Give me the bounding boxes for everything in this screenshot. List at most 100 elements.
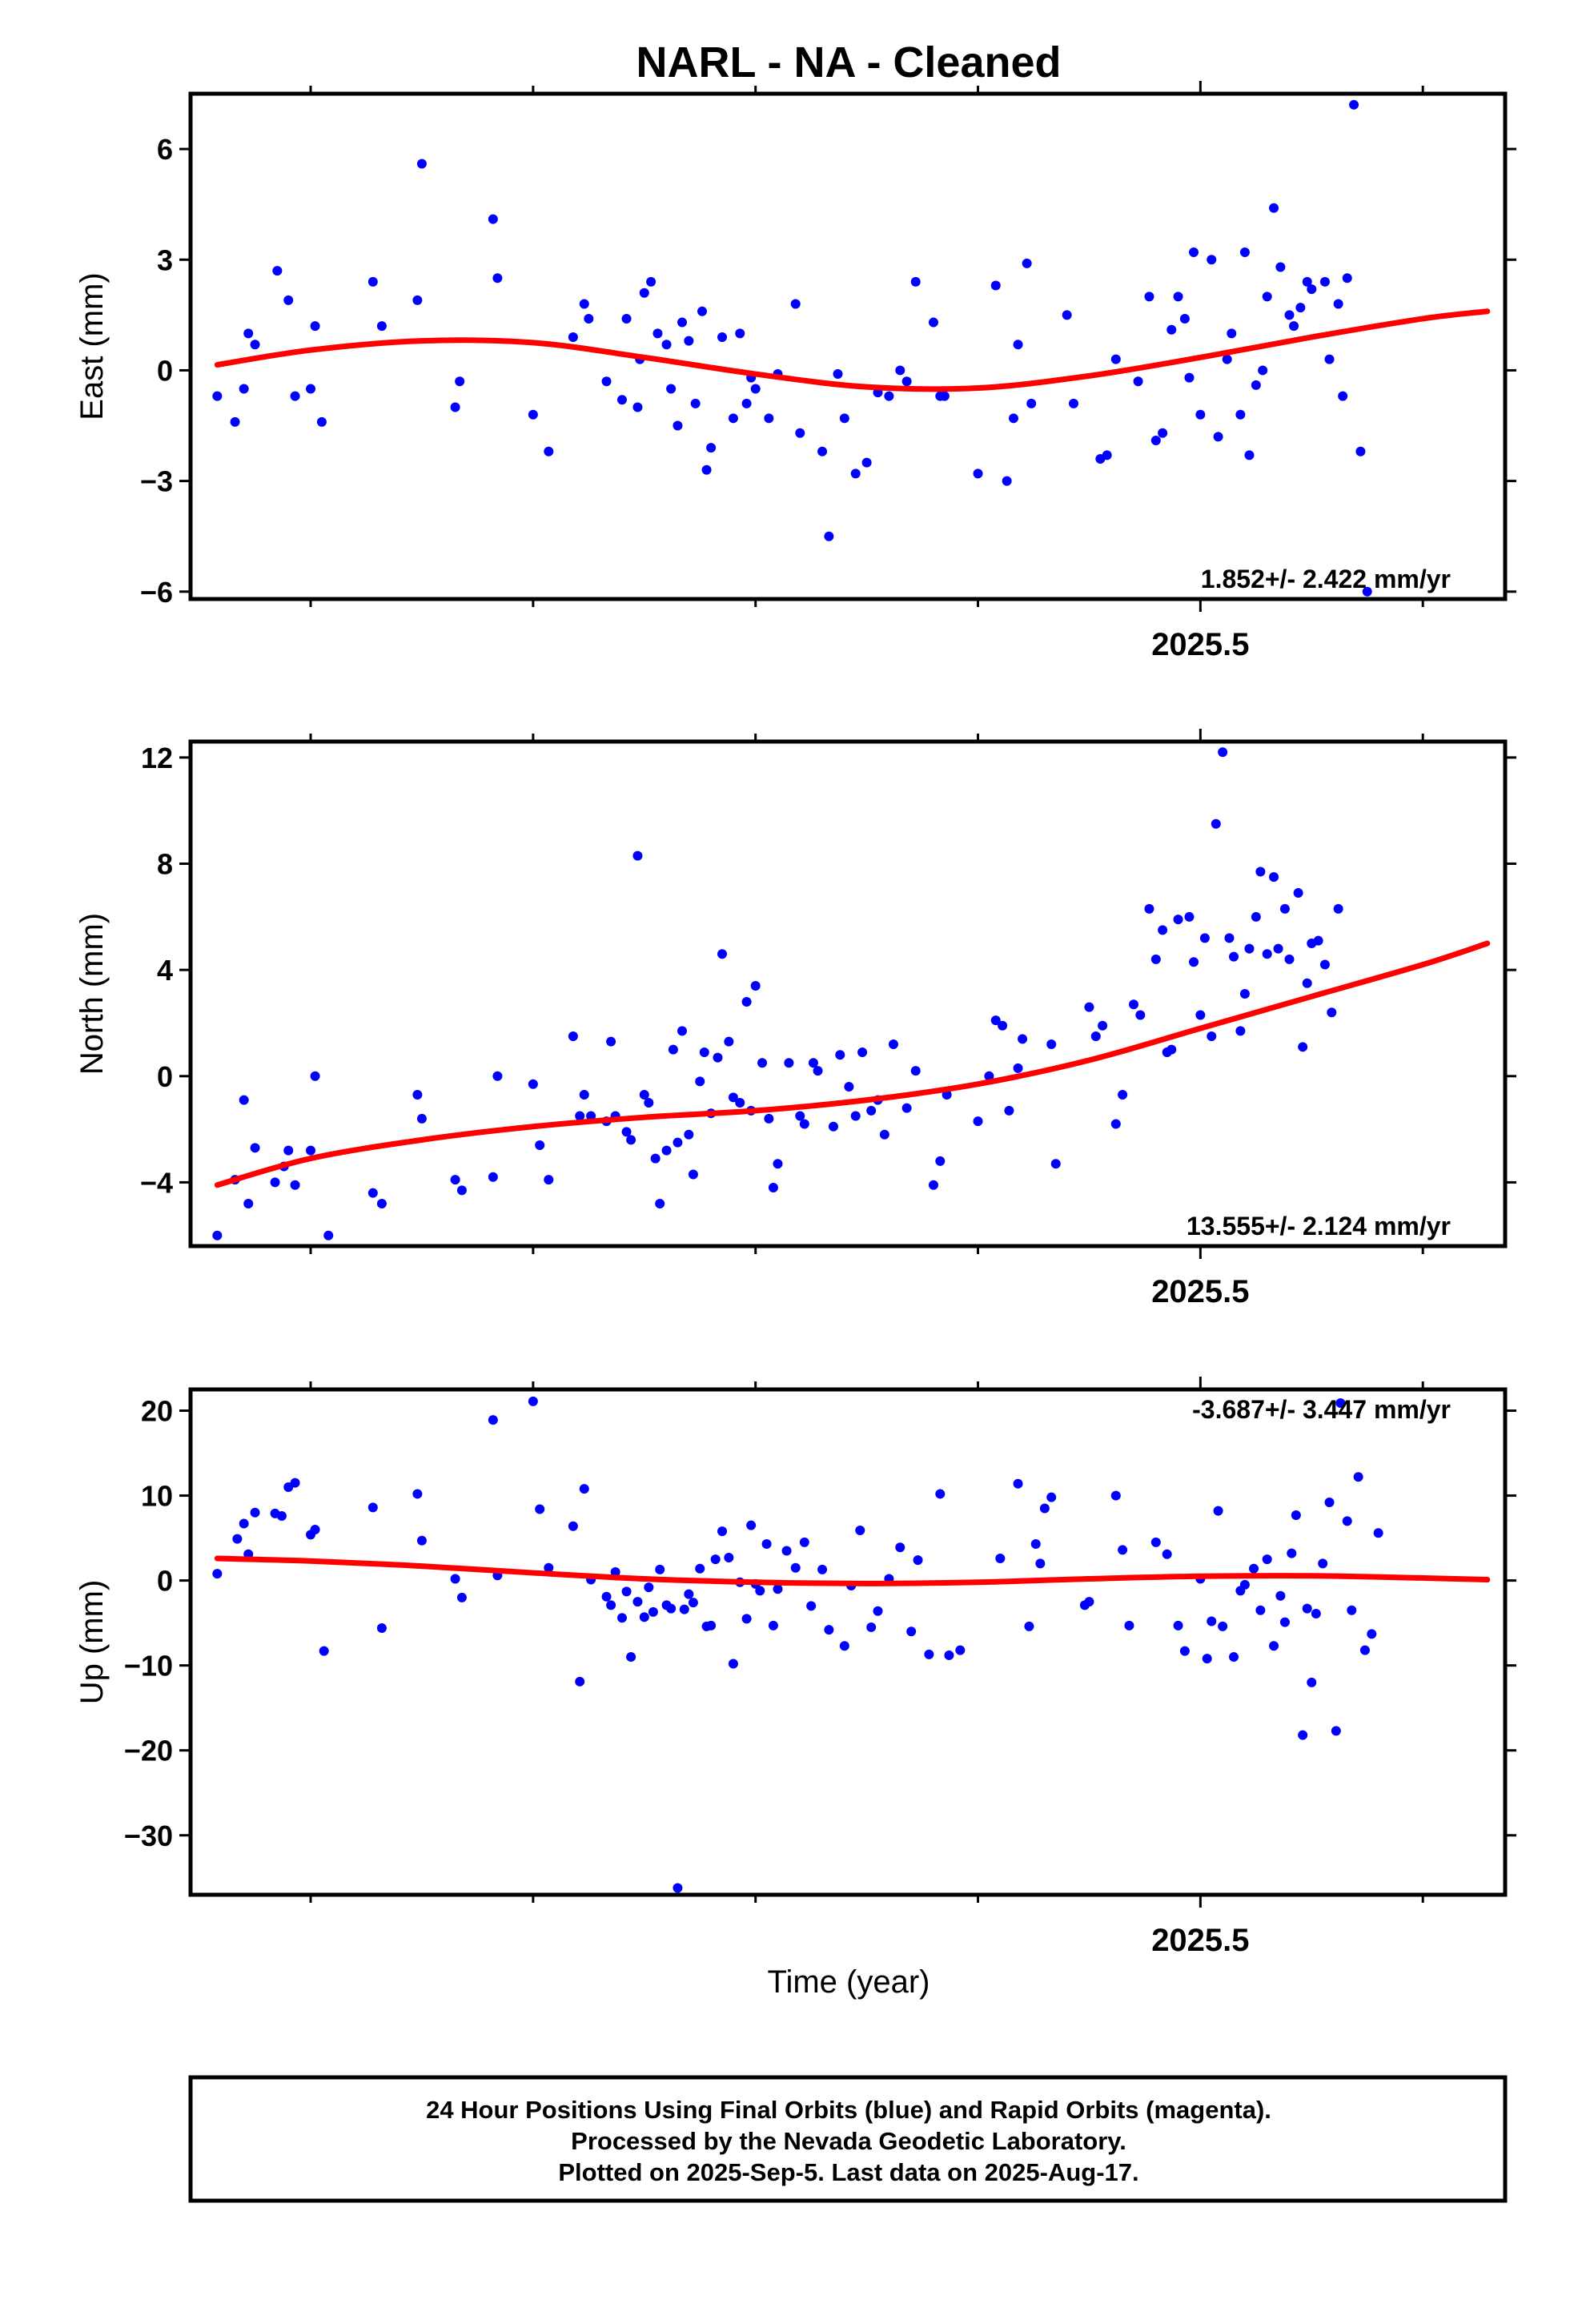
east-panel: −6 −3 0 3 6 2025.5 East (mm) 1.852+/- 2.422 mm/… bbox=[74, 81, 1516, 662]
east-data-point bbox=[1275, 262, 1286, 272]
east-data-point bbox=[1349, 99, 1359, 110]
east-data-point bbox=[884, 391, 894, 401]
up-data-point bbox=[761, 1539, 772, 1550]
north-data-point bbox=[879, 1129, 889, 1140]
east-data-point bbox=[1069, 398, 1079, 408]
east-ytick-label: −6 bbox=[140, 576, 173, 609]
north-data-point bbox=[1158, 925, 1168, 935]
east-data-point bbox=[1179, 313, 1190, 324]
north-data-point bbox=[695, 1076, 705, 1087]
east-data-point bbox=[673, 420, 683, 431]
up-xtick-label: 2025.5 bbox=[1151, 1923, 1249, 1958]
up-data-point bbox=[773, 1584, 783, 1594]
north-data-point bbox=[306, 1145, 316, 1156]
up-data-point bbox=[1367, 1629, 1377, 1639]
up-data-point bbox=[1024, 1621, 1034, 1631]
north-data-point bbox=[1319, 959, 1330, 970]
east-data-point bbox=[1258, 365, 1268, 376]
east-data-point bbox=[1295, 303, 1306, 313]
up-data-point bbox=[450, 1574, 460, 1584]
up-data-point bbox=[806, 1601, 817, 1611]
east-data-point bbox=[895, 365, 905, 376]
north-data-point bbox=[799, 1119, 809, 1129]
up-data-point bbox=[724, 1552, 734, 1562]
north-data-point bbox=[910, 1066, 921, 1076]
north-data-point bbox=[1090, 1031, 1101, 1042]
north-data-point bbox=[1313, 935, 1323, 946]
up-ytick-label: −10 bbox=[124, 1650, 173, 1683]
north-frame bbox=[188, 739, 1508, 1248]
east-data-point bbox=[928, 317, 938, 328]
up-data-points bbox=[212, 1396, 1383, 1893]
east-data-point bbox=[1333, 299, 1343, 309]
up-data-point bbox=[1213, 1506, 1223, 1516]
north-ytick-label: −4 bbox=[140, 1166, 173, 1199]
up-data-point bbox=[626, 1652, 636, 1663]
north-data-point bbox=[741, 996, 752, 1007]
east-data-point bbox=[910, 276, 921, 287]
up-data-point bbox=[1030, 1539, 1041, 1550]
north-data-point bbox=[535, 1140, 545, 1150]
up-data-point bbox=[601, 1591, 612, 1602]
up-data-point bbox=[610, 1567, 620, 1578]
up-data-point bbox=[1162, 1549, 1172, 1559]
up-data-point bbox=[239, 1518, 249, 1529]
up-data-point bbox=[1373, 1528, 1383, 1538]
north-data-point bbox=[935, 1156, 946, 1166]
east-rate-label: 1.852+/- 2.422 mm/yr bbox=[1201, 565, 1451, 593]
up-data-point bbox=[935, 1489, 946, 1499]
up-data-point bbox=[839, 1641, 849, 1651]
north-data-point bbox=[888, 1039, 898, 1049]
up-data-point bbox=[535, 1504, 545, 1514]
up-data-point bbox=[1110, 1490, 1121, 1501]
up-ytick-label: −30 bbox=[124, 1819, 173, 1852]
east-data-point bbox=[735, 328, 745, 339]
east-data-point bbox=[690, 398, 701, 408]
north-data-point bbox=[323, 1230, 334, 1240]
north-data-point bbox=[784, 1058, 794, 1068]
north-data-point bbox=[1084, 1002, 1094, 1012]
north-data-point bbox=[1284, 954, 1295, 964]
north-data-point bbox=[544, 1175, 554, 1185]
up-data-point bbox=[746, 1520, 757, 1530]
up-data-point bbox=[1035, 1558, 1046, 1569]
east-data-point bbox=[939, 391, 950, 401]
north-data-point bbox=[750, 981, 761, 991]
east-data-point bbox=[1319, 276, 1330, 287]
north-data-point bbox=[1333, 903, 1343, 914]
footer-line-3: Plotted on 2025-Sep-5. Last data on 2025… bbox=[558, 2158, 1138, 2186]
up-data-point bbox=[895, 1542, 905, 1553]
up-data-point bbox=[1335, 1397, 1346, 1408]
north-data-point bbox=[239, 1095, 249, 1105]
up-ytick-label: −20 bbox=[124, 1735, 173, 1767]
north-data-point bbox=[212, 1230, 223, 1240]
north-rate-label: 13.555+/- 2.124 mm/yr bbox=[1186, 1212, 1451, 1240]
east-data-point bbox=[701, 464, 712, 475]
east-data-point bbox=[579, 299, 589, 309]
east-data-point bbox=[621, 313, 632, 324]
north-data-point bbox=[412, 1090, 423, 1100]
east-data-point bbox=[1338, 391, 1348, 401]
up-data-point bbox=[1039, 1503, 1050, 1514]
up-data-point bbox=[1229, 1652, 1239, 1663]
east-data-point bbox=[1284, 310, 1295, 320]
north-data-point bbox=[850, 1111, 861, 1121]
north-data-point bbox=[1224, 933, 1235, 943]
north-data-point bbox=[1166, 1044, 1177, 1055]
east-frame bbox=[188, 91, 1508, 601]
up-data-point bbox=[1307, 1677, 1317, 1687]
north-data-point bbox=[835, 1050, 845, 1060]
north-data-point bbox=[928, 1180, 938, 1190]
east-data-point bbox=[1251, 380, 1261, 390]
up-data-point bbox=[616, 1613, 627, 1623]
north-data-point bbox=[1046, 1039, 1057, 1049]
up-data-point bbox=[695, 1563, 705, 1574]
east-data-point bbox=[1144, 292, 1154, 302]
up-data-point bbox=[1118, 1545, 1128, 1555]
north-data-point bbox=[808, 1058, 818, 1068]
north-data-point bbox=[1273, 943, 1283, 954]
up-data-point bbox=[1269, 1641, 1279, 1651]
north-data-point bbox=[1013, 1063, 1023, 1073]
north-data-point bbox=[828, 1121, 838, 1132]
east-data-point bbox=[1302, 276, 1312, 287]
